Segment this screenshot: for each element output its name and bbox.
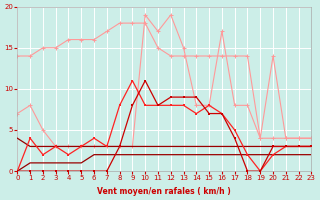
X-axis label: Vent moyen/en rafales ( km/h ): Vent moyen/en rafales ( km/h ) <box>98 187 231 196</box>
